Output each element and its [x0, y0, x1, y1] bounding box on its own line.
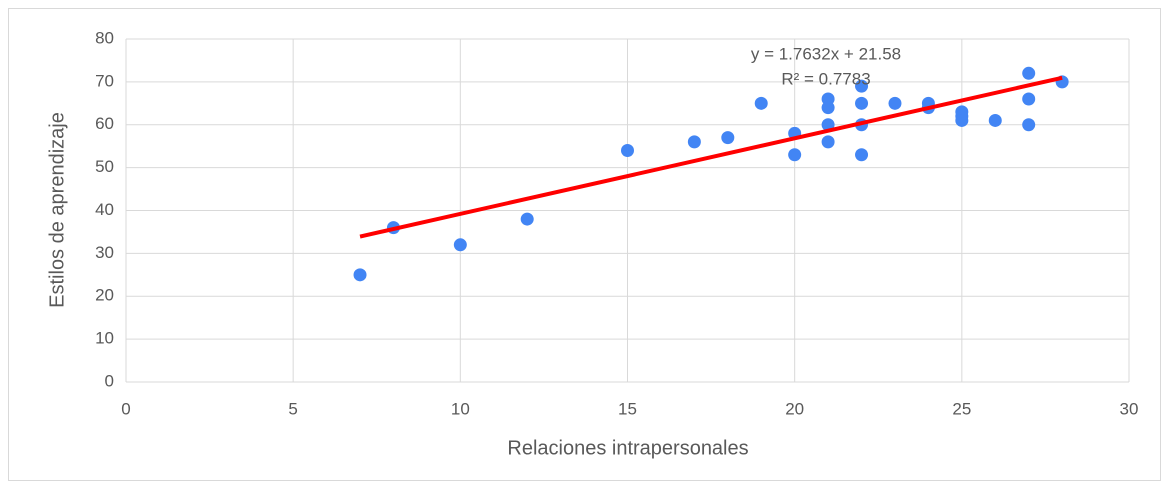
point	[1022, 118, 1036, 132]
point	[687, 135, 701, 149]
point	[621, 143, 634, 157]
x-tick-label: 15	[618, 399, 637, 418]
point	[1022, 92, 1036, 106]
point	[1022, 66, 1036, 80]
point	[453, 238, 467, 252]
trendline	[359, 75, 1063, 239]
point	[988, 113, 1002, 127]
point	[353, 268, 367, 282]
chart-border	[8, 8, 1161, 481]
point	[520, 212, 534, 226]
trendline-equation: y = 1.7632x + 21.58	[751, 44, 901, 63]
point	[821, 135, 835, 149]
y-tick-label: 50	[95, 157, 114, 176]
y-tick-label: 20	[95, 286, 114, 305]
point	[821, 101, 835, 115]
x-tick-label: 20	[785, 399, 804, 418]
y-tick-label: 0	[105, 371, 114, 390]
x-tick-label: 0	[121, 399, 130, 418]
y-tick-label: 10	[95, 329, 114, 348]
point	[788, 148, 802, 162]
x-axis-title: Relaciones intrapersonales	[507, 437, 748, 459]
y-tick-label: 60	[95, 114, 114, 133]
y-axis-title: Estilos de aprendizaje	[46, 112, 68, 308]
point	[855, 96, 869, 110]
x-tick-label: 5	[288, 399, 297, 418]
point	[955, 113, 969, 127]
y-tick-label: 30	[95, 243, 114, 262]
x-tick-label: 30	[1120, 399, 1139, 418]
point	[754, 96, 768, 110]
point	[855, 79, 869, 93]
x-tick-label: 10	[451, 399, 470, 418]
y-tick-label: 80	[95, 28, 114, 47]
y-tick-label: 70	[95, 71, 114, 90]
trendline-r2: R² = 0.7783	[781, 69, 870, 88]
y-tick-label: 40	[95, 200, 114, 219]
point	[888, 96, 902, 110]
x-tick-label: 25	[952, 399, 971, 418]
point	[721, 131, 735, 145]
point	[855, 148, 869, 162]
